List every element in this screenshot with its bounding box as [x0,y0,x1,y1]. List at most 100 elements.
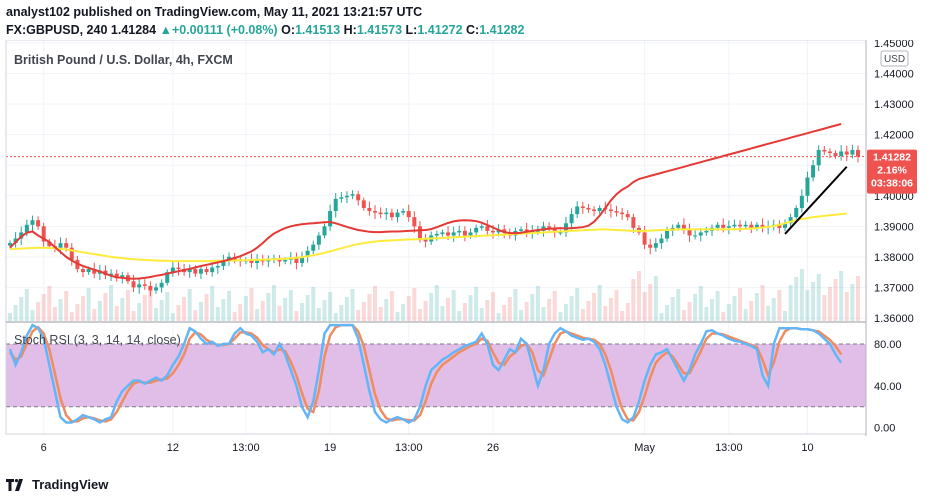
price-chart[interactable]: 6 12 13:00 19 13:00 26 May 13:00 10 1.45000 1.4400… [0,40,934,500]
candle-body [41,226,46,242]
x-tick-label: 6 [41,442,47,454]
volume-bar [636,271,641,321]
volume-bar [715,291,720,321]
volume-bar [749,301,754,321]
y-tick-label: 1.44000 [874,69,914,81]
volume-bar [316,308,321,321]
volume-bar [479,308,484,321]
candle-body [485,226,490,231]
volume-bar [412,288,417,321]
candle-body [154,287,159,291]
volume-bar [344,297,349,321]
y-tick-label: 1.39000 [874,221,914,233]
candle-body [620,212,625,215]
candle-body [614,211,619,213]
candle-body [401,211,406,213]
volume-bar [569,296,574,321]
volume-bar [198,302,203,321]
x-tick-label: 13:00 [715,442,743,454]
volume-bar [243,296,248,321]
candle-body [608,209,613,212]
candle-body [665,230,670,239]
low-value: 1.41272 [417,23,463,37]
volume-bar [434,285,439,321]
volume-bar [8,313,12,321]
volume-bar [103,293,108,321]
volume-bars [8,269,860,321]
candle-body [322,226,327,236]
volume-bar [535,286,540,321]
candle-body [204,269,209,273]
volume-bar [52,307,57,321]
candle-body [227,256,232,260]
up-arrow-icon: ▲ [159,23,172,37]
candle-body [215,266,220,268]
candle-body [474,227,479,233]
volume-bar [760,285,765,321]
candle-body [782,223,787,228]
price-badge-pct: 2.16% [877,165,907,177]
volume-bar [154,308,159,321]
y-tick-label: 1.42000 [874,130,914,142]
published-line: analyst102 published on TradingView.com,… [6,5,423,19]
candle-body [490,230,495,233]
volume-bar [614,290,619,321]
volume-bar [328,292,333,321]
footer-brand[interactable]: TradingView [6,477,108,492]
candle-body [552,227,557,233]
volume-bar [238,304,243,321]
candle-body [833,153,838,157]
candle-body [142,284,147,286]
candle-body [8,243,12,246]
volume-bar [182,297,187,321]
x-tick-label: 13:00 [395,442,423,454]
volume-bar [170,313,175,321]
y-tick-label: 1.43000 [874,99,914,111]
volume-bar [502,305,507,321]
candle-body [36,220,41,227]
candle-body [294,258,299,263]
candle-body [457,230,462,233]
candle-body [148,285,153,291]
candle-body [592,209,597,212]
volume-bar [642,292,647,321]
candle-body [412,217,417,227]
volume-bar [30,310,35,321]
candle-body [822,149,827,152]
volume-bar [726,304,731,321]
candle-body [558,232,563,234]
volume-bar [204,294,209,321]
volume-bar [125,290,130,321]
volume-bar [844,292,849,321]
y-tick-label: 1.40000 [874,191,914,203]
volume-bar [159,300,164,321]
open-label: O: [281,23,295,37]
candle-body [451,232,456,236]
volume-bar [839,271,844,321]
candle-body [738,224,743,227]
volume-bar [653,276,658,321]
volume-bar [625,303,630,321]
volume-bar [350,289,355,321]
volume-bar [592,293,597,321]
candle-body [693,235,698,237]
candle-body [176,267,181,270]
volume-bar [603,306,608,321]
price-badge [867,149,917,194]
candle-body [704,230,709,233]
high-label: H: [343,23,357,37]
volume-bar [754,293,759,321]
volume-bar [339,305,344,321]
candle-body [328,211,333,227]
volume-bar [131,311,136,321]
x-tick-label: 12 [167,442,179,454]
volume-bar [24,289,29,321]
candles [8,144,860,297]
candle-body [681,224,686,230]
volume-bar [120,298,125,321]
candle-body [350,194,355,196]
volume-bar [232,312,237,321]
currency-badge [880,50,909,67]
volume-bar [681,310,686,321]
volume-bar [300,303,305,321]
